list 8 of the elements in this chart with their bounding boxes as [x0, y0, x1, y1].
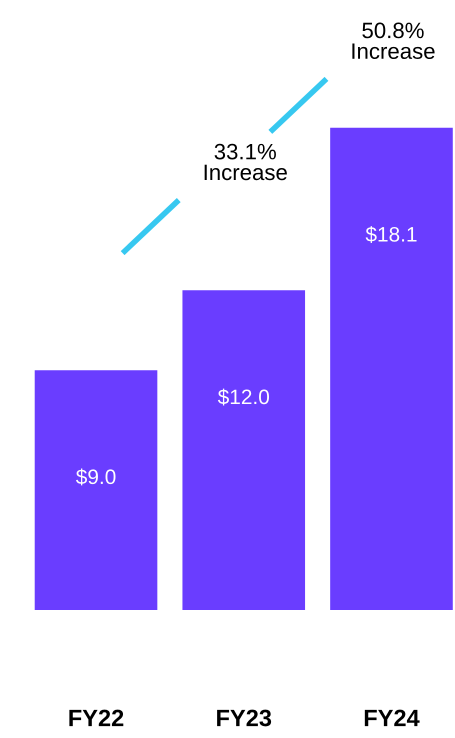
- annotation: 33.1% Increase: [204, 144, 287, 180]
- text: 50.8% Increase: [352, 22, 435, 60]
- data-label: $18.1: [366, 226, 417, 243]
- x-tick-label: FY22: [69, 710, 124, 726]
- x-tick-label: FY24: [364, 710, 420, 726]
- x-tick-label: FY23: [217, 710, 272, 726]
- data-label: $9.0: [76, 468, 116, 486]
- data-label: $12.0: [218, 388, 270, 406]
